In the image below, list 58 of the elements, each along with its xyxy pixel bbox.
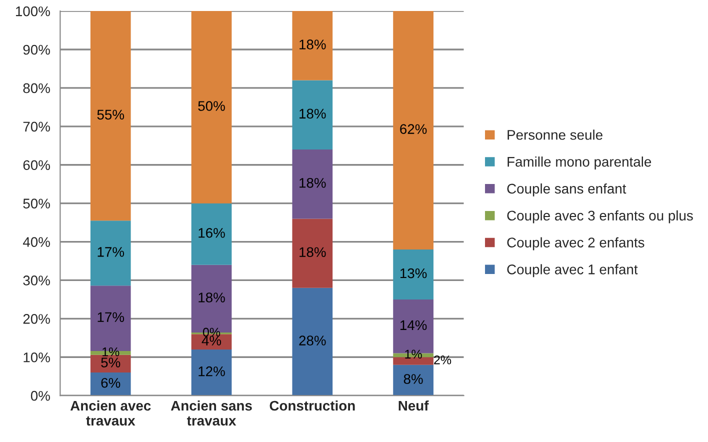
- data-label: 12%: [198, 366, 225, 376]
- data-label: 14%: [400, 320, 427, 330]
- y-tick-label: 100%: [16, 6, 50, 16]
- bar: [90, 372, 131, 396]
- data-label: 17%: [98, 247, 124, 257]
- x-tick-label: Neuf: [398, 400, 429, 411]
- data-label: 18%: [300, 247, 326, 258]
- bar: [191, 349, 232, 396]
- bar: [393, 364, 434, 396]
- x-tick-label: Ancien avec travaux: [70, 400, 151, 426]
- y-tick-label: 10%: [24, 352, 50, 362]
- x-tick-label: Construction: [270, 400, 355, 411]
- y-tick-label: 0%: [30, 390, 50, 401]
- data-label: 6%: [101, 378, 120, 388]
- data-label: 1%: [102, 347, 120, 356]
- data-label: 18%: [300, 178, 326, 188]
- legend-label: Couple avec 3 enfants ou plus: [507, 210, 693, 224]
- data-label: 18%: [300, 108, 326, 119]
- data-label: 62%: [400, 124, 427, 134]
- legend-label: Famille mono parentale: [508, 156, 652, 170]
- bar: [90, 11, 131, 221]
- data-label: 55%: [97, 110, 124, 120]
- legend-label: Couple sans enfant: [507, 183, 626, 196]
- data-label: 2%: [434, 355, 452, 364]
- data-label: 18%: [300, 40, 326, 50]
- bar: [292, 80, 333, 150]
- y-tick-label: 70%: [23, 122, 50, 132]
- data-label: 16%: [198, 228, 225, 238]
- data-label: 4%: [202, 336, 222, 346]
- bar: [292, 11, 333, 80]
- bar: [292, 149, 333, 219]
- data-label: 13%: [400, 268, 427, 278]
- x-tick-label: Ancien sans travaux: [170, 400, 252, 426]
- bar: [292, 288, 333, 396]
- y-tick-label: 50%: [23, 198, 50, 208]
- data-label: 8%: [404, 374, 423, 384]
- bar: [191, 11, 232, 204]
- data-label: 17%: [98, 312, 124, 322]
- y-tick-label: 20%: [23, 314, 50, 324]
- bar: [393, 249, 434, 300]
- y-tick-label: 30%: [23, 276, 50, 286]
- data-label: 5%: [101, 358, 120, 368]
- legend-label: Couple avec 1 enfant: [507, 264, 638, 278]
- legend-label: Personne seule: [508, 130, 602, 140]
- y-tick-label: 90%: [23, 44, 50, 55]
- bar: [393, 357, 434, 365]
- bar: [393, 11, 434, 250]
- bar: [292, 218, 333, 288]
- bar: [191, 203, 232, 265]
- data-label: 50%: [198, 101, 225, 111]
- bar: [90, 220, 131, 286]
- y-tick-label: 80%: [23, 83, 50, 94]
- data-label: 28%: [299, 336, 326, 346]
- y-tick-label: 40%: [22, 237, 50, 247]
- data-label: 18%: [198, 292, 225, 302]
- data-label: 1%: [405, 350, 422, 359]
- y-tick-label: 60%: [23, 160, 50, 170]
- legend-label: Couple avec 2 enfants: [507, 237, 644, 250]
